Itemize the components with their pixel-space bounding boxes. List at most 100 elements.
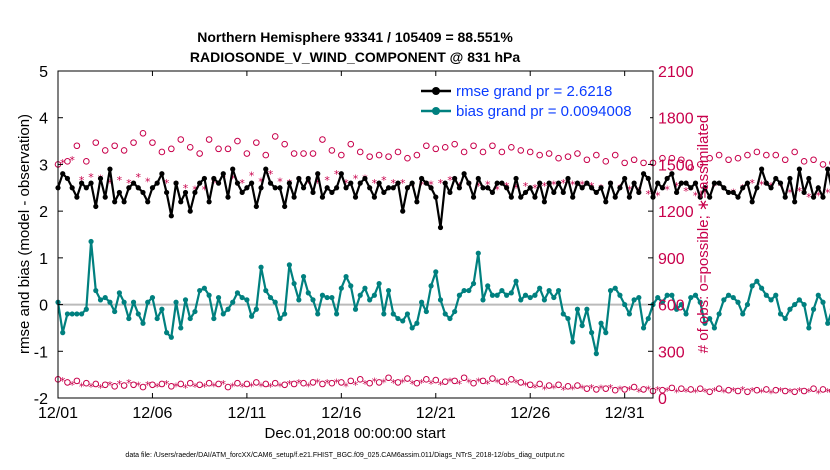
- obs-possible-point: [394, 148, 402, 156]
- obs-assimilated-point: *: [239, 381, 245, 394]
- rmse-point: [428, 185, 434, 191]
- rmse-point: [589, 185, 595, 191]
- bias-point: [735, 299, 741, 305]
- legend-rmse-label: rmse grand pr = 2.6218: [456, 83, 612, 100]
- obs-possible-point: [205, 136, 213, 143]
- y-tick-label: 3: [39, 157, 48, 174]
- obs-assimilated-point: *: [306, 380, 312, 393]
- obs-assimilated-point: *: [532, 182, 538, 195]
- rmse-point: [116, 189, 122, 196]
- bias-point: [253, 306, 259, 312]
- obs-assimilated-point: *: [343, 380, 349, 393]
- obs-assimilated-point: *: [249, 380, 255, 393]
- obs-assimilated-point: *: [674, 387, 680, 400]
- x-tick-label: 12/11: [227, 405, 266, 422]
- rmse-point: [584, 180, 590, 186]
- bias-point: [220, 311, 226, 317]
- obs-possible-point: [130, 139, 137, 146]
- bias-point: [640, 325, 647, 331]
- obs-assimilated-point: *: [296, 377, 302, 390]
- obs-assimilated-point: *: [277, 176, 283, 189]
- obs-assimilated-point: *: [806, 386, 812, 399]
- obs-possible-point: [215, 380, 222, 388]
- obs-possible-point: [536, 151, 543, 159]
- obs-assimilated-point: *: [268, 381, 274, 394]
- bias-point: [319, 292, 326, 298]
- bias-point: [371, 292, 377, 298]
- rmse-series: [55, 166, 830, 231]
- bias-point: [277, 315, 283, 322]
- obs-assimilated-point: *: [825, 186, 830, 199]
- obs-possible-point: [177, 380, 185, 388]
- obs-possible-point: [196, 150, 203, 157]
- bias-point: [513, 278, 519, 284]
- rmse-point: [102, 194, 108, 200]
- bias-point: [381, 311, 387, 317]
- obs-possible-point: [290, 150, 298, 157]
- bias-point: [267, 294, 274, 301]
- obs-possible-point: [253, 379, 260, 386]
- rmse-point: [437, 224, 444, 231]
- obs-possible-point: [536, 380, 543, 388]
- rmse-point: [740, 185, 746, 191]
- obs-possible-point: [83, 158, 90, 165]
- rmse-point: [107, 166, 113, 172]
- obs-possible-point: [508, 376, 515, 383]
- obs-possible-point: [574, 150, 581, 157]
- obs-possible-point: [819, 386, 827, 393]
- bias-point: [97, 297, 104, 303]
- bias-point: [546, 287, 552, 294]
- bias-point: [102, 294, 108, 301]
- obs-possible-point: [734, 387, 742, 395]
- rmse-point: [145, 199, 151, 205]
- obs-possible-point: [659, 154, 666, 162]
- x-tick-label: 12/01: [38, 405, 78, 422]
- obs-assimilated-point: *: [485, 179, 491, 192]
- bias-point: [234, 290, 241, 296]
- rmse-point: [211, 175, 217, 182]
- legend-bias-marker: [432, 107, 440, 115]
- bias-point: [664, 292, 670, 298]
- obs-possible-point: [574, 382, 581, 389]
- obs-assimilated-point: *: [513, 182, 519, 195]
- obs-assimilated-point: *: [287, 378, 293, 391]
- obs-possible-point: [149, 381, 156, 389]
- obs-assimilated-point: *: [579, 383, 585, 396]
- obs-assimilated-point: *: [306, 177, 312, 190]
- bias-point: [541, 297, 547, 303]
- rmse-point: [640, 171, 647, 177]
- rmse-point: [272, 185, 278, 191]
- obs-assimilated-point: *: [98, 382, 104, 395]
- bias-point: [197, 287, 203, 294]
- obs-possible-point: [800, 387, 808, 395]
- bias-point: [211, 315, 217, 322]
- obs-assimilated-point: *: [825, 386, 830, 399]
- obs-assimilated-point: *: [551, 179, 557, 192]
- rmse-point: [390, 185, 396, 191]
- bias-point: [324, 294, 330, 301]
- obs-possible-point: [234, 379, 241, 387]
- rmse-point: [777, 180, 784, 186]
- chart-subtitle: RADIOSONDE_V_WIND_COMPONENT @ 831 hPa: [190, 49, 520, 65]
- obs-assimilated-point: *: [419, 377, 425, 390]
- rmse-point: [126, 185, 132, 191]
- rmse-point: [239, 189, 245, 196]
- bias-point: [754, 278, 760, 284]
- obs-assimilated-point: *: [154, 381, 160, 394]
- obs-possible-point: [763, 151, 770, 159]
- rmse-point: [300, 185, 307, 191]
- bias-point: [593, 351, 599, 357]
- bias-point: [499, 287, 505, 294]
- rmse-point: [669, 171, 675, 177]
- y2-tick-label: 1200: [658, 204, 694, 221]
- obs-possible-point: [526, 381, 534, 389]
- rmse-point: [711, 180, 717, 186]
- rmse-point: [291, 194, 297, 200]
- bias-point: [537, 285, 543, 291]
- bias-point: [310, 297, 316, 303]
- obs-possible-point: [432, 145, 440, 153]
- obs-possible-point: [583, 385, 591, 392]
- rmse-point: [253, 203, 259, 210]
- obs-assimilated-point: *: [457, 378, 463, 391]
- obs-possible-point: [725, 156, 732, 164]
